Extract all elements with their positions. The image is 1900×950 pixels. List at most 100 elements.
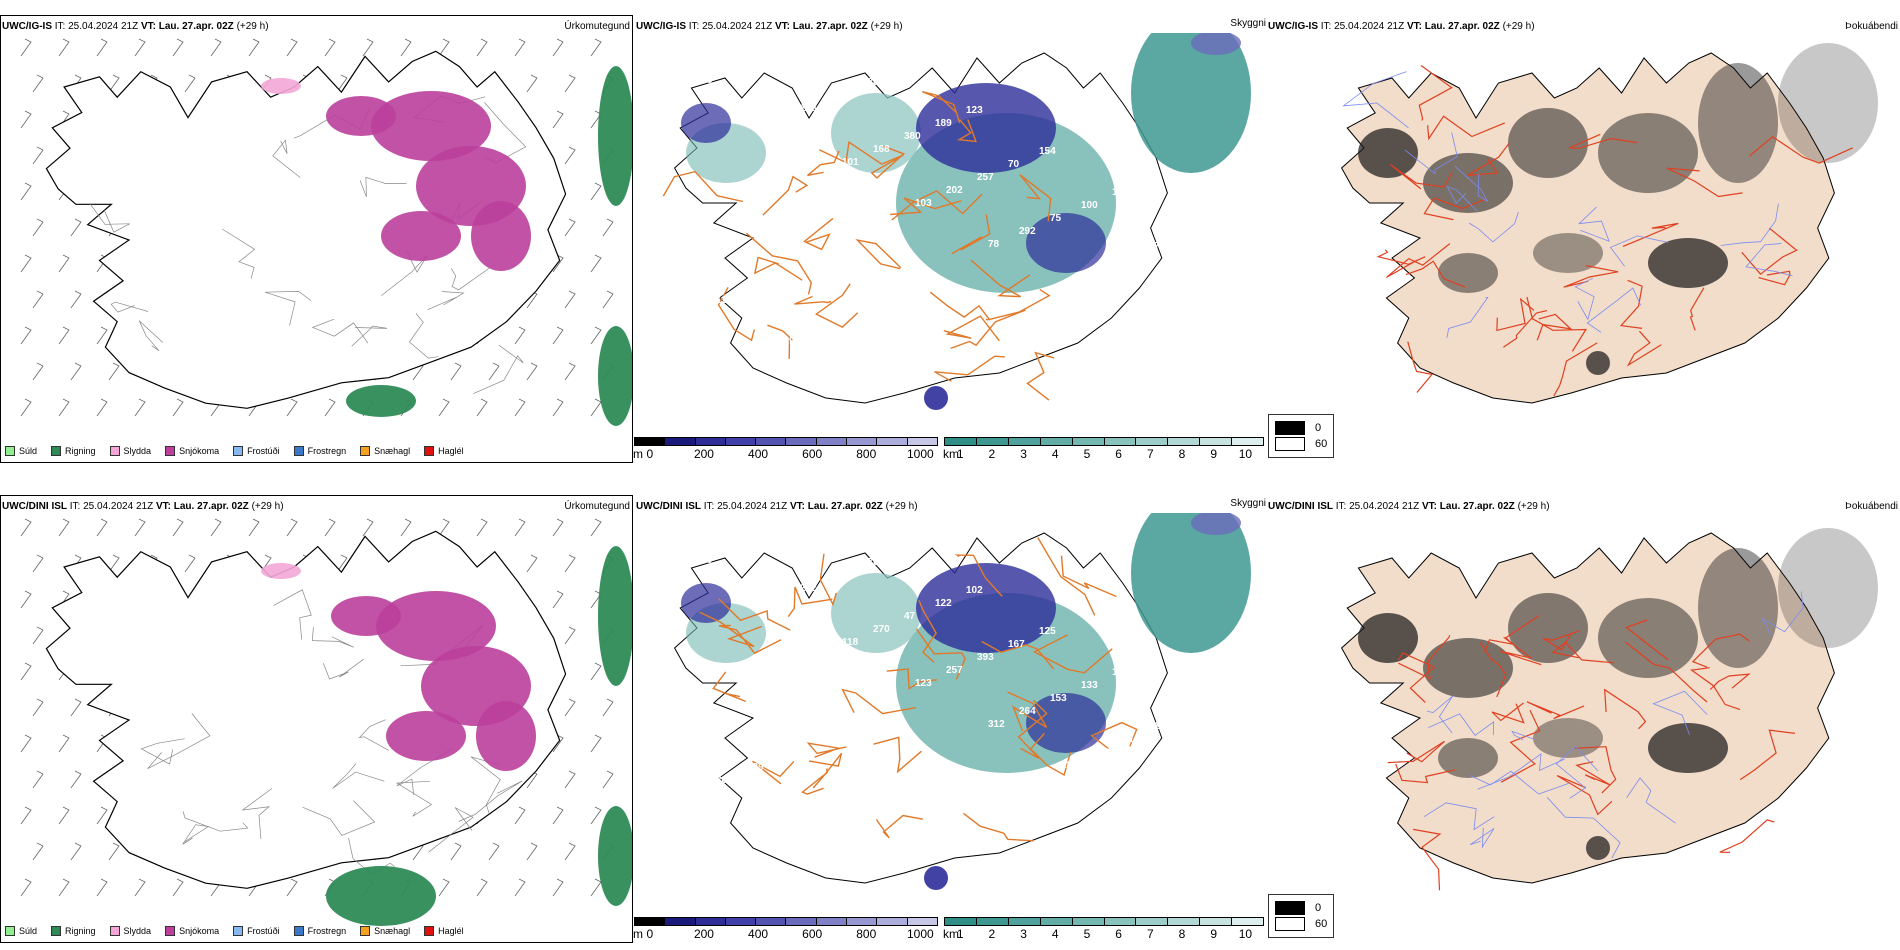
model-name: UWC/IG-IS xyxy=(2,21,52,32)
legend-label: Haglél xyxy=(438,446,464,456)
wind-barb xyxy=(552,734,564,753)
road-line xyxy=(762,175,809,216)
road-line xyxy=(1398,635,1451,680)
wind-barb xyxy=(476,398,488,417)
wind-barb xyxy=(564,362,576,381)
wind-barb xyxy=(286,878,298,897)
cloud-base-value: 48 xyxy=(893,364,905,375)
road-line xyxy=(147,713,211,770)
cloud-base-value: 264 xyxy=(1019,706,1036,717)
road-line xyxy=(1719,819,1775,853)
road-line xyxy=(1376,249,1426,265)
wind-barb xyxy=(324,398,336,417)
snowfall-area xyxy=(381,211,461,261)
wind-barb xyxy=(438,518,450,537)
colorbar-segment xyxy=(725,918,757,925)
wind-barb xyxy=(210,38,222,57)
colorbar-segment xyxy=(695,438,726,445)
colorbar-strip xyxy=(634,917,938,926)
colorbar-tick-label: 200 xyxy=(693,447,714,461)
colorbar-unit: m xyxy=(633,927,643,941)
wind-barb xyxy=(526,362,538,381)
wind-barb xyxy=(514,398,526,417)
wind-barb xyxy=(58,254,70,273)
road-line xyxy=(809,752,843,789)
precip-map xyxy=(20,518,632,926)
road-line xyxy=(1389,163,1453,190)
sleet-area xyxy=(261,78,301,94)
low-visibility-area xyxy=(831,573,921,653)
cloud-base-value: 270 xyxy=(873,624,890,635)
road-line xyxy=(241,788,273,839)
wind-barb xyxy=(552,254,564,273)
panel-title: Þokuábendi xyxy=(1845,21,1898,32)
fog-legend-row: 60 xyxy=(1275,437,1327,451)
road-line xyxy=(981,640,1055,670)
wind-barb xyxy=(134,878,146,897)
colorbar-tick-label: 7 xyxy=(1146,927,1154,941)
road-line xyxy=(1395,763,1456,784)
legend-swatch xyxy=(51,446,62,456)
panel-header: UWC/IG-IS IT: 25.04.2024 21Z VT: Lau. 27… xyxy=(636,21,903,32)
wind-barb xyxy=(514,326,526,345)
river-line xyxy=(1404,132,1458,175)
road-line xyxy=(957,119,977,143)
road-line xyxy=(322,658,364,680)
vt-value: Lau. 27.apr. 02Z xyxy=(792,21,868,32)
road-line xyxy=(302,800,376,836)
cloud-base-value: 100 xyxy=(1081,200,1098,211)
road-line xyxy=(1060,555,1117,598)
wind-barb xyxy=(552,326,564,345)
wind-barb xyxy=(564,218,576,237)
colorbar-tick-label: 0 xyxy=(646,927,654,941)
colorbar-segment xyxy=(907,918,937,925)
colorbar-tick-label: 1 xyxy=(956,447,964,461)
road-line xyxy=(473,345,524,395)
legend-item: Haglél xyxy=(424,926,464,936)
road-line xyxy=(806,742,847,758)
cloud-base-value: 298 xyxy=(727,842,744,853)
legend-item: Frostregn xyxy=(293,446,346,456)
road-line xyxy=(1556,775,1613,816)
road-line xyxy=(1387,740,1445,764)
it-value: 25.04.2024 21Z xyxy=(83,501,154,512)
road-line xyxy=(807,150,840,177)
road-line xyxy=(1741,227,1798,276)
cloud-base-value: 107 xyxy=(1061,280,1078,291)
fog-legend: 0 60 xyxy=(1268,894,1335,938)
river-line xyxy=(1468,211,1519,243)
low-ceiling-area xyxy=(1026,693,1106,753)
snowfall-area xyxy=(476,701,536,771)
colorbar-segment xyxy=(877,438,908,445)
wind-barb xyxy=(58,734,70,753)
colorbar-tick-label: 6 xyxy=(1115,447,1122,461)
road-line xyxy=(950,309,1026,350)
fog-area xyxy=(1358,128,1418,178)
lead-time: (+29 h) xyxy=(236,21,269,32)
wind-barb xyxy=(438,878,450,897)
ceiling-colorbar: m 0 200 400 600 800 1000 xyxy=(633,917,938,941)
wind-barb xyxy=(324,518,336,537)
fog-area xyxy=(1358,613,1418,663)
road-line xyxy=(1467,142,1510,176)
panel-header: UWC/DINI ISL IT: 25.04.2024 21Z VT: Lau.… xyxy=(1268,501,1550,512)
wind-barb xyxy=(20,878,32,897)
low-ceiling-area xyxy=(916,563,1056,653)
wind-barb xyxy=(590,518,602,537)
cloud-base-value: 118 xyxy=(696,75,713,86)
wind-barb xyxy=(172,398,184,417)
fog-panel-row1 xyxy=(1268,33,1900,463)
colorbar-segment xyxy=(1104,918,1137,925)
river-line xyxy=(1428,713,1495,736)
river-line xyxy=(1470,770,1569,795)
colorbar-segment xyxy=(1040,918,1073,925)
legend-item: Snjókoma xyxy=(165,446,219,456)
wind-barb xyxy=(20,662,32,681)
colorbar-tick-label: 800 xyxy=(856,447,877,461)
fog-area xyxy=(1698,548,1778,668)
wind-barb xyxy=(32,146,44,165)
colorbar-tick-label: 400 xyxy=(748,927,769,941)
wind-barb xyxy=(32,74,44,93)
wind-barb xyxy=(336,554,348,573)
colorbar-tick-label: 200 xyxy=(693,927,714,941)
